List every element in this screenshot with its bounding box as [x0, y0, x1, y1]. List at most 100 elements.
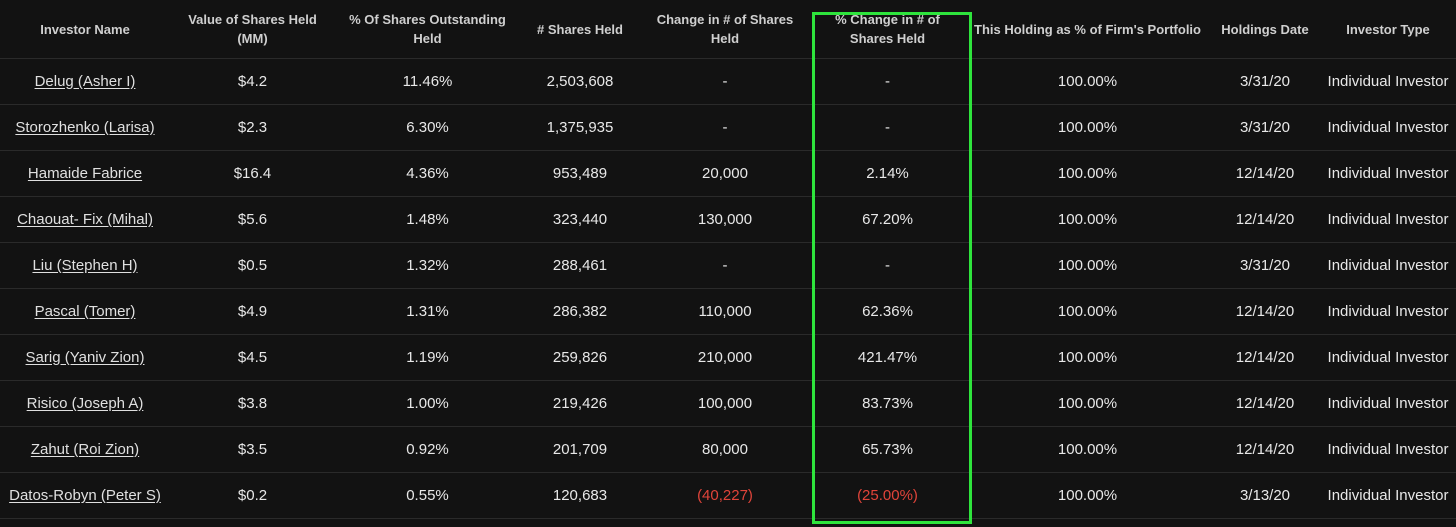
investor-name-link[interactable]: Liu (Stephen H) — [32, 256, 138, 274]
header-change-shares-held[interactable]: Change in # of Shares Held — [640, 0, 810, 59]
cell-pct-outstanding: 1.31% — [335, 288, 520, 335]
table-row: Storozhenko (Larisa) $2.3 6.30% 1,375,935- -… — [0, 104, 1456, 151]
cell-value-shares-held: $4.2 — [170, 58, 335, 105]
table-row: Hamaide Fabrice $16.4 4.36% 953,489 20,000 2.… — [0, 150, 1456, 197]
cell-holdings-date: 3/31/20 — [1210, 58, 1320, 105]
header-holdings-date[interactable]: Holdings Date — [1210, 0, 1320, 59]
cell-shares-held: 120,683 — [520, 472, 640, 519]
cell-pct-change: 65.73% — [810, 426, 965, 473]
cell-pct-outstanding: 11.46% — [335, 58, 520, 105]
cell-shares-held: 953,489 — [520, 150, 640, 197]
cell-investor-type: Individual Investor — [1320, 380, 1456, 427]
cell-change-shares: - — [640, 104, 810, 151]
cell-investor-type: Individual Investor — [1320, 196, 1456, 243]
cell-change-shares: 100,000 — [640, 380, 810, 427]
cell-investor-name: Delug (Asher I) — [0, 58, 170, 105]
table-row: Delug (Asher I) $4.2 11.46% 2,503,608- -100.… — [0, 58, 1456, 105]
table-row: Sarig (Yaniv Zion) $4.5 1.19% 259,826 210,00… — [0, 334, 1456, 381]
cell-shares-held: 288,461 — [520, 242, 640, 289]
header-pct-change-shares-held[interactable]: % Change in # of Shares Held — [810, 0, 965, 59]
cell-portfolio-pct: 100.00% — [965, 288, 1210, 335]
cell-shares-held: 2,503,608 — [520, 58, 640, 105]
cell-value-shares-held: $5.6 — [170, 196, 335, 243]
cell-pct-change: - — [810, 104, 965, 151]
cell-value-shares-held: $4.9 — [170, 288, 335, 335]
investor-name-link[interactable]: Zahut (Roi Zion) — [30, 440, 140, 458]
cell-shares-held: 323,440 — [520, 196, 640, 243]
investor-name-link[interactable]: Datos-Robyn (Peter S) — [9, 486, 161, 504]
cell-shares-held: 1,375,935 — [520, 104, 640, 151]
cell-pct-change: 83.73% — [810, 380, 965, 427]
cell-change-shares: 110,000 — [640, 288, 810, 335]
cell-investor-type: Individual Investor — [1320, 58, 1456, 105]
cell-investor-type: Individual Investor — [1320, 334, 1456, 381]
cell-pct-change: - — [810, 242, 965, 289]
cell-pct-change: 421.47% — [810, 334, 965, 381]
header-holding-pct-portfolio[interactable]: This Holding as % of Firm's Portfolio — [965, 0, 1210, 59]
investor-name-link[interactable]: Risico (Joseph A) — [26, 394, 144, 412]
cell-investor-name: Liu (Stephen H) — [0, 242, 170, 289]
cell-investor-type: Individual Investor — [1320, 426, 1456, 473]
cell-value-shares-held: $16.4 — [170, 150, 335, 197]
table-row: Liu (Stephen H) $0.5 1.32% 288,461- -100.00%… — [0, 242, 1456, 289]
table-row: Pascal (Tomer) $4.9 1.31% 286,382 110,000 62.… — [0, 288, 1456, 335]
cell-value-shares-held: $2.3 — [170, 104, 335, 151]
table-row: Chaouat- Fix (Mihal) $5.6 1.48% 323,440 130,… — [0, 196, 1456, 243]
cell-portfolio-pct: 100.00% — [965, 58, 1210, 105]
cell-pct-outstanding: 0.55% — [335, 472, 520, 519]
investor-name-link[interactable]: Storozhenko (Larisa) — [15, 118, 155, 136]
header-shares-held[interactable]: # Shares Held — [520, 0, 640, 59]
cell-value-shares-held: $0.5 — [170, 242, 335, 289]
cell-value-shares-held: $0.2 — [170, 472, 335, 519]
cell-shares-held: 219,426 — [520, 380, 640, 427]
cell-investor-type: Individual Investor — [1320, 104, 1456, 151]
cell-pct-outstanding: 1.19% — [335, 334, 520, 381]
cell-shares-held: 201,709 — [520, 426, 640, 473]
cell-pct-outstanding: 6.30% — [335, 104, 520, 151]
cell-pct-change: 2.14% — [810, 150, 965, 197]
investor-name-link[interactable]: Delug (Asher I) — [34, 72, 136, 90]
cell-pct-outstanding: 0.92% — [335, 426, 520, 473]
cell-investor-type: Individual Investor — [1320, 150, 1456, 197]
header-investor-name[interactable]: Investor Name — [0, 0, 170, 59]
cell-holdings-date: 12/14/20 — [1210, 288, 1320, 335]
cell-investor-name: Storozhenko (Larisa) — [0, 104, 170, 151]
cell-change-shares: 20,000 — [640, 150, 810, 197]
table-header-row: Investor Name Value of Shares Held (MM) … — [0, 0, 1456, 59]
cell-pct-change: - — [810, 58, 965, 105]
investor-name-link[interactable]: Hamaide Fabrice — [27, 164, 143, 182]
investor-name-link[interactable]: Pascal (Tomer) — [34, 302, 136, 320]
cell-holdings-date: 3/31/20 — [1210, 242, 1320, 289]
cell-holdings-date: 3/13/20 — [1210, 472, 1320, 519]
cell-investor-name: Chaouat- Fix (Mihal) — [0, 196, 170, 243]
cell-holdings-date: 12/14/20 — [1210, 426, 1320, 473]
header-investor-type[interactable]: Investor Type — [1320, 0, 1456, 59]
cell-portfolio-pct: 100.00% — [965, 426, 1210, 473]
cell-pct-outstanding: 1.00% — [335, 380, 520, 427]
cell-portfolio-pct: 100.00% — [965, 334, 1210, 381]
cell-value-shares-held: $3.8 — [170, 380, 335, 427]
cell-pct-change: 62.36% — [810, 288, 965, 335]
cell-pct-change: 67.20% — [810, 196, 965, 243]
cell-holdings-date: 12/14/20 — [1210, 380, 1320, 427]
cell-portfolio-pct: 100.00% — [965, 196, 1210, 243]
cell-portfolio-pct: 100.00% — [965, 380, 1210, 427]
cell-holdings-date: 3/31/20 — [1210, 104, 1320, 151]
header-value-shares-held[interactable]: Value of Shares Held (MM) — [170, 0, 335, 59]
cell-investor-name: Pascal (Tomer) — [0, 288, 170, 335]
header-pct-shares-outstanding[interactable]: % Of Shares Outstanding Held — [335, 0, 520, 59]
table-row: Risico (Joseph A) $3.8 1.00% 219,426 100,000… — [0, 380, 1456, 427]
cell-pct-outstanding: 1.32% — [335, 242, 520, 289]
cell-change-shares: 80,000 — [640, 426, 810, 473]
cell-change-shares: 210,000 — [640, 334, 810, 381]
investor-name-link[interactable]: Chaouat- Fix (Mihal) — [17, 210, 153, 228]
cell-pct-outstanding: 1.48% — [335, 196, 520, 243]
investor-name-link[interactable]: Sarig (Yaniv Zion) — [25, 348, 145, 366]
cell-change-shares: (40,227) — [640, 472, 810, 519]
cell-pct-change: (25.00%) — [810, 472, 965, 519]
cell-holdings-date: 12/14/20 — [1210, 150, 1320, 197]
cell-value-shares-held: $4.5 — [170, 334, 335, 381]
table-row: Zahut (Roi Zion) $3.5 0.92% 201,709 80,000 65… — [0, 426, 1456, 473]
cell-value-shares-held: $3.5 — [170, 426, 335, 473]
